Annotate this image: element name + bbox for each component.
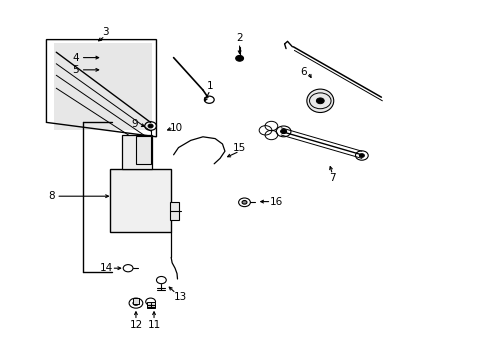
- Bar: [146, 302, 154, 308]
- Text: 15: 15: [232, 143, 246, 153]
- Circle shape: [359, 154, 364, 157]
- Text: 8: 8: [48, 191, 55, 201]
- Text: 3: 3: [102, 27, 108, 37]
- Bar: [110, 169, 171, 232]
- Circle shape: [133, 301, 139, 305]
- Text: 5: 5: [72, 65, 79, 75]
- Circle shape: [148, 124, 153, 128]
- Text: 11: 11: [147, 320, 161, 330]
- Circle shape: [242, 201, 246, 204]
- Circle shape: [280, 129, 286, 134]
- Polygon shape: [54, 43, 151, 130]
- Text: 14: 14: [100, 263, 113, 273]
- Bar: [136, 136, 150, 164]
- Text: 12: 12: [129, 320, 142, 330]
- Circle shape: [316, 98, 324, 104]
- Bar: [170, 202, 179, 220]
- Text: 6: 6: [299, 67, 306, 77]
- Text: 7: 7: [328, 173, 335, 183]
- Text: 13: 13: [174, 292, 187, 302]
- Ellipse shape: [306, 89, 333, 112]
- Text: 9: 9: [131, 119, 138, 129]
- Text: 16: 16: [269, 197, 283, 207]
- Bar: [122, 135, 151, 169]
- Bar: [133, 298, 139, 304]
- Text: 2: 2: [236, 33, 243, 43]
- Text: 4: 4: [72, 53, 79, 63]
- Text: 1: 1: [206, 81, 213, 91]
- Circle shape: [235, 55, 243, 61]
- Text: 10: 10: [169, 123, 182, 133]
